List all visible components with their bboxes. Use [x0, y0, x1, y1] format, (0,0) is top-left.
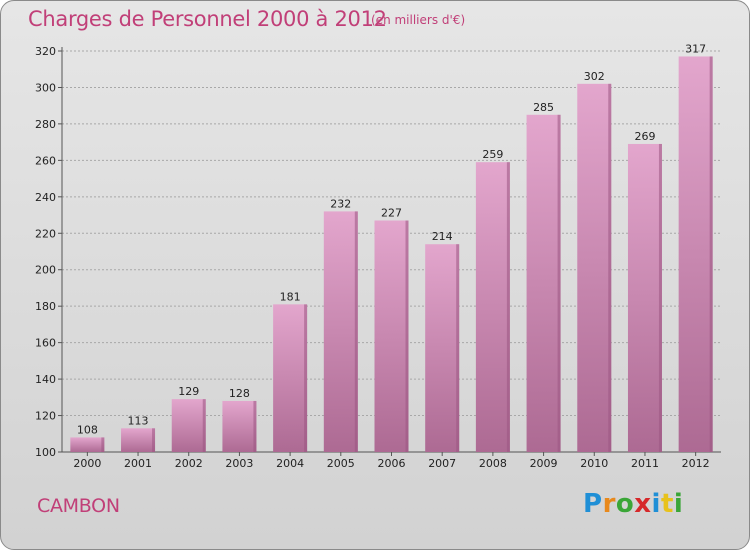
x-tick-label-2003: 2003: [225, 457, 253, 470]
data-label-2000: 108: [77, 423, 98, 436]
x-tick-label-2006: 2006: [378, 457, 406, 470]
logo-letter: t: [660, 489, 674, 519]
x-tick-label-2000: 2000: [73, 457, 101, 470]
chart-title: Charges de Personnel 2000 à 2012: [28, 7, 387, 31]
commune-name: CAMBON: [37, 495, 120, 517]
bar-shade-2006: [405, 220, 409, 452]
bar-2008: [475, 162, 510, 452]
bar-2007: [425, 244, 460, 452]
x-tick-label-2001: 2001: [124, 457, 152, 470]
y-tick-label: 180: [35, 300, 56, 313]
bar-shade-2005: [354, 211, 358, 452]
data-label-2012: 317: [685, 42, 706, 55]
bar-shade-2000: [101, 437, 105, 452]
bar-2000: [70, 437, 105, 452]
bar-2005: [323, 211, 358, 452]
logo-letter: i: [651, 489, 661, 519]
bar-2006: [374, 220, 409, 452]
x-tick-label-2010: 2010: [580, 457, 608, 470]
bar-shade-2011: [658, 143, 662, 452]
bar-shade-2003: [253, 400, 257, 452]
logo-letter: x: [634, 489, 652, 519]
bar-shade-2012: [709, 56, 713, 453]
bar-2002: [171, 399, 206, 452]
y-tick-label: 220: [35, 227, 56, 240]
data-label-2011: 269: [634, 130, 655, 143]
data-label-2010: 302: [584, 70, 605, 83]
data-label-2002: 129: [178, 385, 199, 398]
proxiti-logo[interactable]: Proxiti: [583, 489, 683, 519]
bar-shade-2010: [608, 83, 612, 453]
logo-letter: P: [583, 489, 603, 519]
data-label-2003: 128: [229, 387, 250, 400]
data-label-2004: 181: [280, 290, 301, 303]
bar-2010: [577, 83, 612, 453]
x-tick-label-2008: 2008: [479, 457, 507, 470]
bar-2001: [121, 428, 156, 452]
bar-2004: [273, 304, 308, 452]
data-label-2007: 214: [432, 230, 453, 243]
bar-2011: [627, 143, 662, 452]
bar-shade-2009: [557, 114, 561, 452]
y-tick-label: 240: [35, 191, 56, 204]
x-tick-label-2004: 2004: [276, 457, 304, 470]
logo-letter: o: [615, 489, 635, 519]
bar-shade-2008: [506, 162, 510, 452]
y-tick-label: 200: [35, 264, 56, 277]
y-tick-label: 280: [35, 118, 56, 131]
x-tick-label-2009: 2009: [530, 457, 558, 470]
y-tick-label: 100: [35, 446, 56, 459]
data-label-2009: 285: [533, 101, 554, 114]
bar-shade-2007: [456, 244, 460, 452]
logo-letter: r: [602, 489, 616, 519]
y-tick-label: 140: [35, 373, 56, 386]
labels: 100 120 140 160 180 200 220 240 260 280 300 320 108 2…: [35, 42, 710, 470]
x-tick-label-2007: 2007: [428, 457, 456, 470]
y-tick-label: 260: [35, 154, 56, 167]
x-tick-label-2012: 2012: [682, 457, 710, 470]
bar-2009: [526, 114, 561, 452]
data-label-2006: 227: [381, 207, 402, 220]
bar-2003: [222, 400, 257, 452]
x-tick-label-2002: 2002: [175, 457, 203, 470]
data-label-2005: 232: [330, 197, 351, 210]
bar-shade-2002: [202, 399, 206, 452]
y-tick-label: 160: [35, 337, 56, 350]
data-label-2008: 259: [482, 148, 503, 161]
y-tick-label: 320: [35, 45, 56, 58]
y-tick-label: 300: [35, 81, 56, 94]
x-tick-label-2005: 2005: [327, 457, 355, 470]
chart-subtitle: (en milliers d'€): [371, 13, 466, 27]
x-tick-label-2011: 2011: [631, 457, 659, 470]
bar-shade-2001: [152, 428, 156, 452]
y-tick-label: 120: [35, 410, 56, 423]
bars: [70, 56, 713, 453]
bar-shade-2004: [304, 304, 308, 452]
data-label-2001: 113: [128, 414, 149, 427]
bar-2012: [678, 56, 713, 453]
logo-letter: i: [673, 489, 684, 519]
